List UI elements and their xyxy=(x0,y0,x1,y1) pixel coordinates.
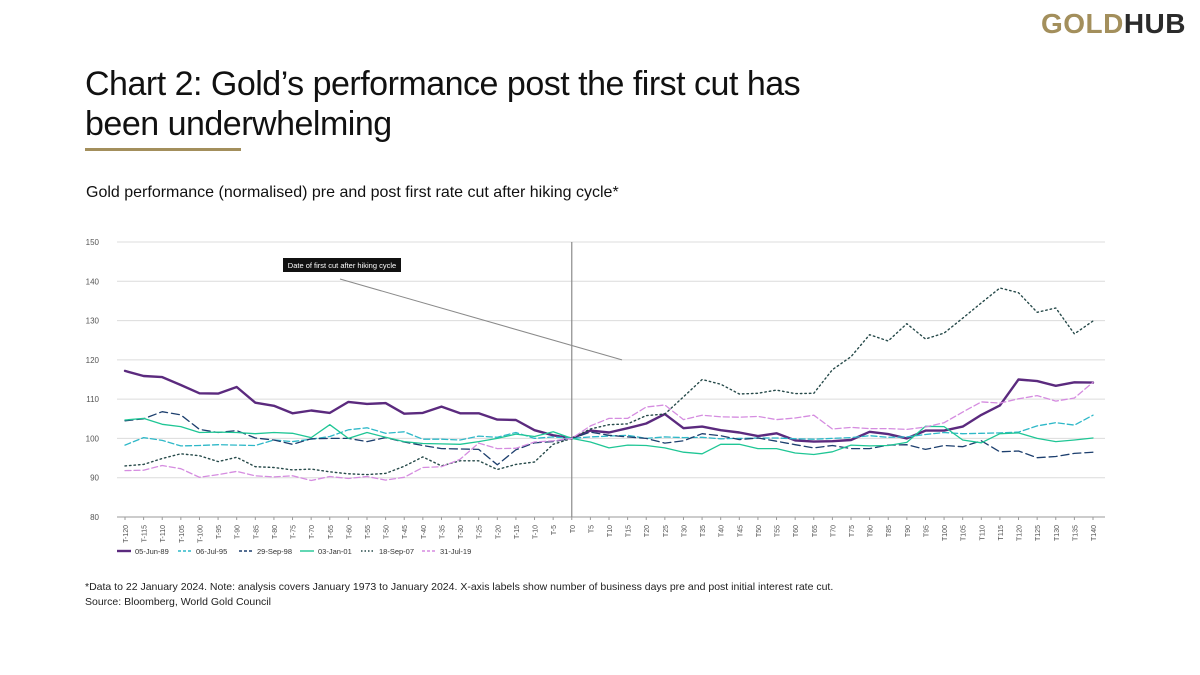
x-tick-label: T-105 xyxy=(179,525,186,543)
x-tick-label: T-115 xyxy=(142,525,149,542)
x-tick-label: T115 xyxy=(998,525,1005,541)
y-tick-label: 80 xyxy=(90,513,99,522)
footnote-source: Source: Bloomberg, World Gold Council xyxy=(85,596,271,608)
x-tick-label: T-35 xyxy=(439,525,446,539)
x-tick-label: T50 xyxy=(756,525,763,537)
x-tick-label: T100 xyxy=(942,525,949,541)
series-line-05-Jun-89 xyxy=(123,369,1095,443)
x-tick-label: T-40 xyxy=(421,525,428,539)
x-tick-label: T-90 xyxy=(235,525,242,539)
y-tick-label: 90 xyxy=(90,474,99,483)
x-tick-label: T20 xyxy=(644,525,651,537)
x-tick-label: T130 xyxy=(1054,525,1061,541)
x-tick-label: T60 xyxy=(793,525,800,537)
legend-label-29-Sep-98: 29-Sep-98 xyxy=(257,547,292,556)
x-tick-label: T-15 xyxy=(514,525,521,539)
legend-label-31-Jul-19: 31-Jul-19 xyxy=(440,547,471,556)
footnote-note: *Data to 22 January 2024. Note: analysis… xyxy=(85,581,834,593)
x-tick-label: T40 xyxy=(719,525,726,537)
x-tick-label: T-65 xyxy=(328,525,335,539)
x-tick-label: T85 xyxy=(886,525,893,537)
footnote-block: *Data to 22 January 2024. Note: analysis… xyxy=(85,580,833,610)
x-tick-label: T95 xyxy=(923,525,930,537)
logo-hub: HUB xyxy=(1123,8,1186,39)
x-tick-label: T-5 xyxy=(551,525,558,535)
x-tick-label: T105 xyxy=(961,525,968,541)
y-tick-label: 150 xyxy=(86,238,100,247)
y-tick-label: 120 xyxy=(86,356,100,365)
x-tick-label: T35 xyxy=(700,525,707,537)
x-tick-label: T10 xyxy=(607,525,614,537)
series-line-03-Jan-01 xyxy=(124,417,1094,456)
logo-gold: GOLD xyxy=(1040,8,1124,39)
goldhub-logo: GOLDHUB xyxy=(1041,8,1186,40)
x-tick-label: T30 xyxy=(681,525,688,537)
x-tick-label: T-75 xyxy=(291,525,298,539)
x-tick-label: T65 xyxy=(812,525,819,537)
annotation-label: Date of first cut after hiking cycle xyxy=(288,261,396,270)
line-chart: 80 90 100 110 120 130 140 150 T-120 T-115 T-110 T-1… xyxy=(86,238,1105,556)
x-tick-label: T140 xyxy=(1091,525,1098,541)
x-tick-label: T-50 xyxy=(384,525,391,539)
x-tick-label: T70 xyxy=(830,525,837,537)
annotation-box xyxy=(283,258,401,272)
legend-label-05-Jun-89: 05-Jun-89 xyxy=(135,547,169,556)
x-tick-label: T-30 xyxy=(458,525,465,539)
x-tick-label: T125 xyxy=(1035,525,1042,541)
x-tick-label: T90 xyxy=(905,525,912,537)
x-tick-label: T-70 xyxy=(309,525,316,539)
x-tick-label: T-10 xyxy=(533,525,540,539)
y-tick-label: 100 xyxy=(86,434,100,443)
series-line-06-Jul-95 xyxy=(124,414,1094,447)
x-tick-label: T-55 xyxy=(365,525,372,539)
legend-label-06-Jul-95: 06-Jul-95 xyxy=(196,547,227,556)
annotation-arrow-line xyxy=(339,278,623,361)
x-tick-label: T0 xyxy=(570,525,577,533)
x-tick-label: T120 xyxy=(1017,525,1024,541)
legend-label-03-Jan-01: 03-Jan-01 xyxy=(318,547,352,556)
x-tick-label: T-80 xyxy=(272,525,279,539)
y-tick-label: 110 xyxy=(86,395,99,404)
series-line-29-Sep-98 xyxy=(124,411,1094,466)
x-tick-label: T-110 xyxy=(160,525,167,542)
x-tick-label: T15 xyxy=(626,525,633,537)
x-tick-label: T-60 xyxy=(346,525,353,539)
title-underline xyxy=(85,148,241,151)
x-tick-label: T-25 xyxy=(477,525,484,539)
x-tick-label: T-100 xyxy=(197,525,204,543)
x-tick-label: T80 xyxy=(868,525,875,537)
x-tick-label: T-95 xyxy=(216,525,223,539)
x-tick-label: T-120 xyxy=(123,525,130,543)
x-tick-label: T55 xyxy=(775,525,782,537)
x-tick-label: T135 xyxy=(1072,525,1079,541)
x-tick-label: T-20 xyxy=(495,525,502,539)
x-tick-label: T45 xyxy=(737,525,744,537)
x-tick-label: T-85 xyxy=(253,525,260,539)
y-tick-label: 140 xyxy=(86,277,100,286)
series-line-18-Sep-07 xyxy=(124,287,1094,476)
chart-subtitle: Gold performance (normalised) pre and po… xyxy=(86,184,619,201)
series-line-31-Jul-19 xyxy=(124,381,1094,482)
x-tick-label: T25 xyxy=(663,525,670,537)
x-tick-label: T110 xyxy=(979,525,986,541)
x-tick-label: T-45 xyxy=(402,525,409,539)
x-tick-label: T5 xyxy=(588,525,595,533)
page-title: Chart 2: Gold’s performance post the fir… xyxy=(85,65,801,143)
legend-label-18-Sep-07: 18-Sep-07 xyxy=(379,547,414,556)
y-tick-label: 130 xyxy=(86,317,100,326)
x-tick-label: T75 xyxy=(849,525,856,537)
